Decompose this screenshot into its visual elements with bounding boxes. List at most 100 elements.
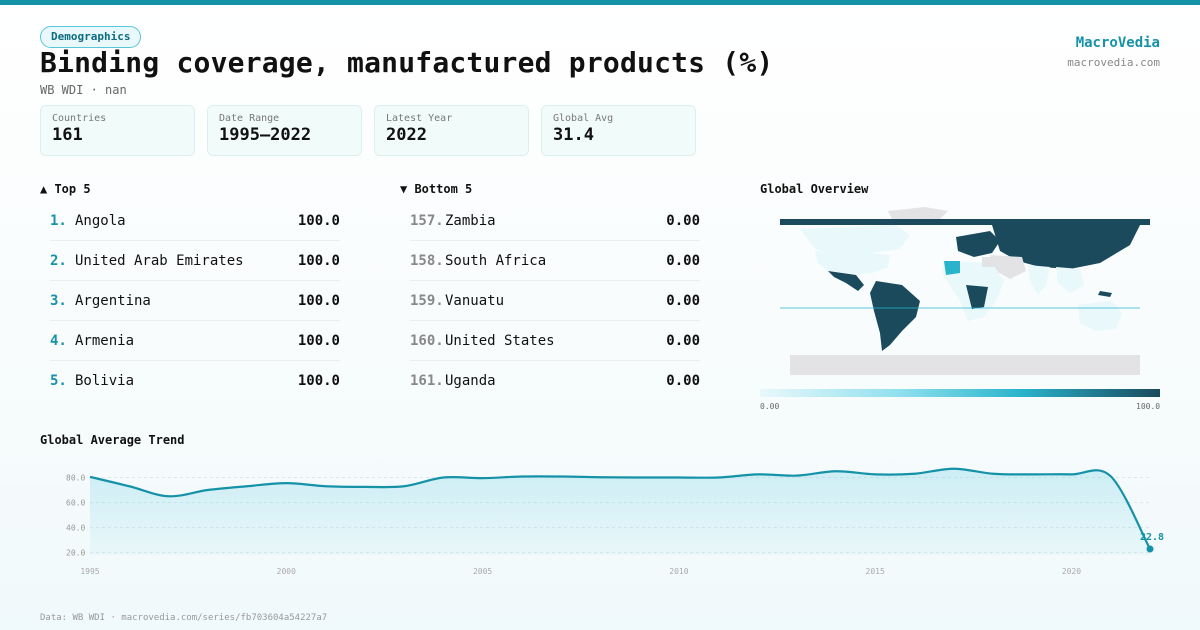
- country-name: Vanuatu: [445, 292, 505, 309]
- stat-card-date-range: Date Range 1995–2022: [207, 105, 362, 156]
- country-value: 100.0: [297, 292, 340, 309]
- stat-card-global-avg: Global Avg 31.4: [541, 105, 696, 156]
- map-region-middle-east: [990, 255, 1026, 279]
- map-region-central-africa: [966, 285, 988, 309]
- rank-number: 157.: [410, 212, 444, 229]
- page-subtitle: WB WDI · nan: [40, 83, 127, 97]
- page-title: Binding coverage, manufactured products …: [40, 46, 774, 79]
- stat-value: 31.4: [553, 125, 594, 145]
- list-item[interactable]: 3. Argentina 100.0: [50, 281, 340, 321]
- map-title: Global Overview: [760, 182, 869, 196]
- country-value: 0.00: [666, 292, 700, 309]
- list-item[interactable]: 2. United Arab Emirates 100.0: [50, 241, 340, 281]
- rank-number: 1.: [50, 212, 67, 229]
- trend-title: Global Average Trend: [40, 433, 185, 447]
- map-legend-max: 100.0: [1136, 402, 1161, 411]
- country-value: 100.0: [297, 332, 340, 349]
- rank-number: 160.: [410, 332, 444, 349]
- map-region-west-africa: [944, 261, 960, 275]
- stat-value: 161: [52, 125, 83, 145]
- country-value: 0.00: [666, 252, 700, 269]
- list-item[interactable]: 1. Angola 100.0: [50, 201, 340, 241]
- world-map[interactable]: [760, 205, 1160, 385]
- x-tick-label: 2020: [1062, 567, 1081, 576]
- map-region-se-asia: [1056, 267, 1084, 293]
- country-value: 0.00: [666, 332, 700, 349]
- country-value: 0.00: [666, 212, 700, 229]
- trend-area: [90, 468, 1150, 555]
- y-tick-label: 40.0: [66, 524, 85, 533]
- x-tick-label: 2015: [866, 567, 885, 576]
- map-region-australia: [1078, 301, 1122, 331]
- country-name: United Arab Emirates: [75, 252, 244, 269]
- trend-chart[interactable]: 20.0 40.0 60.0 80.0 1995 2000 2005 2010 2015 2020…: [40, 455, 1170, 585]
- x-tick-label: 2005: [473, 567, 492, 576]
- trend-point: [1146, 545, 1154, 553]
- list-item[interactable]: 157. Zambia 0.00: [410, 201, 700, 241]
- x-tick-label: 2010: [669, 567, 688, 576]
- footer-source: Data: WB WDI · macrovedia.com/series/fb7…: [40, 613, 328, 623]
- stat-label: Global Avg: [553, 113, 614, 124]
- map-legend-min: 0.00: [760, 402, 780, 411]
- brand-name[interactable]: MacroVedia: [1075, 35, 1160, 51]
- trend-chart-svg: 20.0 40.0 60.0 80.0 1995 2000 2005 2010 2015 2020…: [66, 467, 1164, 576]
- bottom5-title: ▼ Bottom 5: [400, 182, 473, 196]
- country-name: Zambia: [445, 212, 496, 229]
- country-name: Armenia: [75, 332, 135, 349]
- brand-url[interactable]: macrovedia.com: [1067, 56, 1160, 69]
- rank-number: 159.: [410, 292, 444, 309]
- list-item[interactable]: 159. Vanuatu 0.00: [410, 281, 700, 321]
- rank-number: 5.: [50, 373, 67, 389]
- world-map-svg: [780, 207, 1150, 375]
- list-item[interactable]: 5. Bolivia 100.0: [50, 361, 340, 401]
- bottom5-list: 157. Zambia 0.00 158. South Africa 0.00 …: [410, 201, 700, 401]
- map-region-antarctica: [790, 355, 1140, 375]
- y-tick-label: 80.0: [66, 474, 85, 483]
- rank-number: 2.: [50, 252, 67, 269]
- list-item[interactable]: 160. United States 0.00: [410, 321, 700, 361]
- stat-value: 2022: [386, 125, 427, 145]
- list-item[interactable]: 161. Uganda 0.00: [410, 361, 700, 401]
- country-value: 100.0: [297, 212, 340, 229]
- map-region-arctic-band: [780, 219, 1150, 225]
- trend-end-label: 22.8: [1140, 532, 1164, 543]
- country-name: United States: [445, 332, 555, 349]
- stat-label: Latest Year: [386, 113, 453, 124]
- top5-list: 1. Angola 100.0 2. United Arab Emirates …: [50, 201, 340, 401]
- map-region-south-america: [870, 281, 920, 351]
- y-tick-label: 20.0: [66, 549, 85, 558]
- country-name: Argentina: [75, 292, 151, 309]
- country-name: Angola: [75, 212, 126, 229]
- map-region-canada: [800, 225, 910, 255]
- map-region-europe: [956, 231, 1000, 257]
- map-region-sahara: [982, 257, 996, 267]
- country-name: Bolivia: [75, 373, 135, 389]
- list-item[interactable]: 158. South Africa 0.00: [410, 241, 700, 281]
- rank-number: 161.: [410, 373, 444, 389]
- stat-label: Date Range: [219, 113, 280, 124]
- top-accent-bar: [0, 0, 1200, 5]
- map-region-mexico: [828, 271, 864, 291]
- country-value: 100.0: [297, 373, 340, 389]
- list-item[interactable]: 4. Armenia 100.0: [50, 321, 340, 361]
- stat-card-countries: Countries 161: [40, 105, 195, 156]
- rank-number: 3.: [50, 292, 67, 309]
- stat-value: 1995–2022: [219, 125, 312, 145]
- stat-card-latest-year: Latest Year 2022: [374, 105, 529, 156]
- map-region-india: [1028, 265, 1050, 295]
- rank-number: 158.: [410, 252, 444, 269]
- stat-label: Countries: [52, 113, 107, 124]
- trend-line: [89, 467, 1151, 550]
- top5-title: ▲ Top 5: [40, 182, 91, 196]
- country-name: Uganda: [445, 373, 496, 389]
- country-value: 0.00: [666, 373, 700, 389]
- x-tick-label: 2000: [277, 567, 296, 576]
- map-region-usa: [815, 251, 890, 275]
- rank-number: 4.: [50, 332, 67, 349]
- category-tag[interactable]: Demographics: [40, 26, 142, 48]
- y-tick-label: 60.0: [66, 499, 85, 508]
- country-value: 100.0: [297, 252, 340, 269]
- map-region-png: [1098, 291, 1112, 297]
- x-tick-label: 1995: [80, 567, 99, 576]
- country-name: South Africa: [445, 252, 547, 269]
